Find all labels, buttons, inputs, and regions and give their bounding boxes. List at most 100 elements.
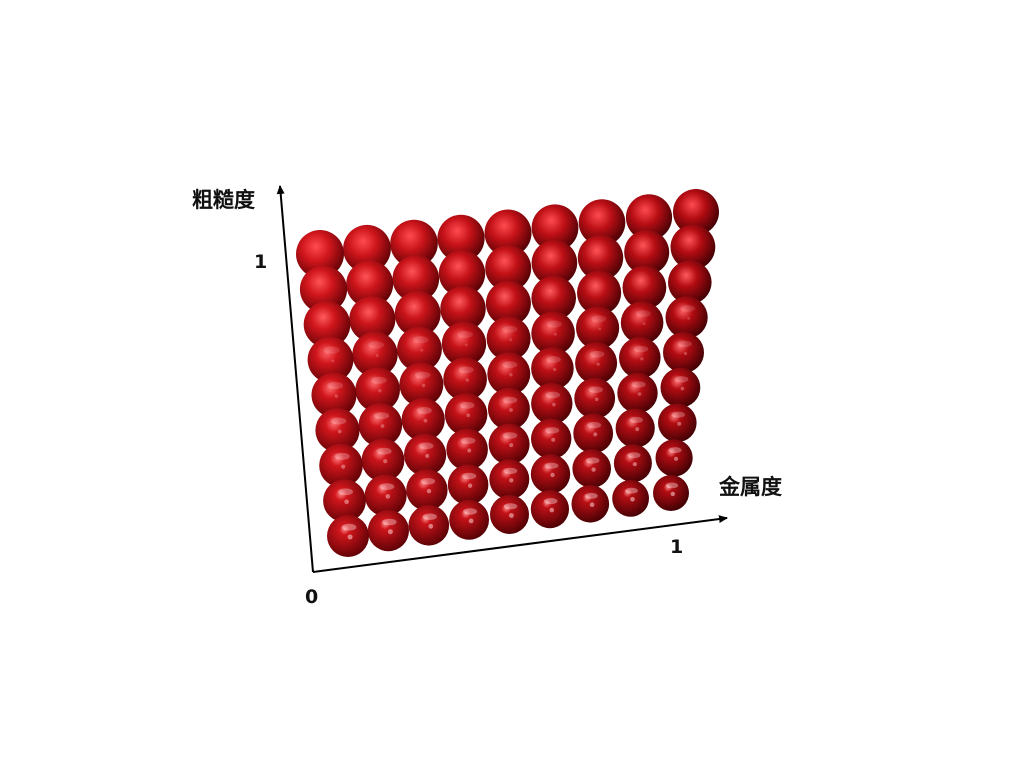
material-sphere xyxy=(358,403,403,447)
sphere-glint xyxy=(553,367,557,372)
sphere-body xyxy=(352,331,398,378)
sphere-body xyxy=(485,280,531,326)
material-sphere xyxy=(444,393,488,436)
material-sphere xyxy=(399,362,444,407)
material-sphere xyxy=(574,377,616,419)
sphere-highlight xyxy=(371,376,387,384)
material-sphere xyxy=(486,316,531,361)
sphere-glint xyxy=(632,462,637,467)
material-sphere xyxy=(443,357,487,401)
material-sphere xyxy=(299,265,348,313)
sphere-highlight xyxy=(545,427,560,434)
axes xyxy=(276,185,728,573)
sphere-glint xyxy=(421,383,426,388)
sphere-highlight xyxy=(376,447,392,455)
sphere-highlight xyxy=(462,472,477,480)
sphere-body xyxy=(622,265,667,310)
sphere-highlight xyxy=(502,361,518,369)
material-sphere xyxy=(487,352,531,396)
material-sphere xyxy=(577,270,622,315)
sphere-body xyxy=(530,454,571,494)
sphere-body xyxy=(397,326,442,372)
sphere-glint xyxy=(551,437,556,442)
sphere-grid xyxy=(296,189,719,557)
sphere-body xyxy=(625,194,673,241)
sphere-highlight xyxy=(502,396,518,404)
material-sphere xyxy=(446,428,488,471)
material-sphere xyxy=(530,490,570,529)
material-sphere xyxy=(615,408,655,448)
sphere-glint xyxy=(465,378,469,382)
material-sphere xyxy=(578,199,626,246)
material-sphere xyxy=(397,326,442,372)
sphere-body xyxy=(486,316,531,361)
sphere-glint xyxy=(467,483,473,488)
material-sphere xyxy=(364,474,407,517)
sphere-highlight xyxy=(503,467,518,475)
sphere-glint xyxy=(420,348,424,352)
sphere-body xyxy=(311,372,357,418)
material-sphere xyxy=(575,342,618,385)
material-sphere xyxy=(346,260,394,308)
material-sphere xyxy=(531,240,578,286)
material-sphere xyxy=(653,475,689,511)
x-axis-line xyxy=(312,515,728,573)
sphere-highlight xyxy=(327,382,343,390)
sphere-glint xyxy=(468,518,474,524)
sphere-body xyxy=(617,372,658,414)
sphere-body xyxy=(323,479,366,523)
sphere-body xyxy=(531,418,572,459)
material-sphere xyxy=(613,444,652,483)
sphere-highlight xyxy=(334,452,350,460)
sphere-highlight xyxy=(341,523,357,531)
material-sphere xyxy=(355,367,401,413)
sphere-body xyxy=(361,438,405,482)
material-sphere xyxy=(576,306,620,350)
sphere-highlight xyxy=(457,330,474,339)
material-sphere xyxy=(307,336,354,383)
sphere-body xyxy=(531,347,574,390)
sphere-body xyxy=(673,189,719,235)
material-sphere xyxy=(531,204,579,252)
sphere-glint xyxy=(331,359,335,363)
sphere-glint xyxy=(509,478,514,483)
material-sphere xyxy=(352,331,398,378)
sphere-body xyxy=(299,265,348,313)
sphere-highlight xyxy=(589,350,605,358)
material-sphere xyxy=(619,337,661,379)
sphere-highlight xyxy=(330,417,347,425)
sphere-glint xyxy=(593,432,598,437)
material-sphere xyxy=(620,301,664,345)
sphere-body xyxy=(394,291,441,337)
sphere-body xyxy=(349,296,396,343)
sphere-body xyxy=(670,224,716,270)
sphere-highlight xyxy=(627,452,641,459)
sphere-glint xyxy=(387,529,393,535)
sphere-highlight xyxy=(671,411,685,418)
sphere-body xyxy=(319,443,363,488)
material-sphere xyxy=(530,454,571,494)
sphere-highlight xyxy=(382,518,397,526)
sphere-highlight xyxy=(674,376,689,383)
material-sphere xyxy=(531,418,572,459)
sphere-highlight xyxy=(591,315,607,323)
material-sphere xyxy=(572,449,611,488)
sphere-body xyxy=(658,403,697,443)
sphere-glint xyxy=(549,507,555,513)
material-sphere xyxy=(673,189,719,235)
sphere-glint xyxy=(337,429,342,434)
material-sphere xyxy=(408,505,450,546)
sphere-body xyxy=(620,301,664,345)
material-sphere xyxy=(349,296,396,343)
sphere-highlight xyxy=(584,492,598,499)
sphere-glint xyxy=(347,534,353,540)
sphere-body xyxy=(401,398,445,442)
sphere-body xyxy=(315,408,360,453)
sphere-body xyxy=(572,449,611,488)
material-sphere xyxy=(617,372,658,414)
sphere-highlight xyxy=(633,345,649,353)
sphere-glint xyxy=(591,467,596,472)
sphere-body xyxy=(364,474,407,517)
sphere-glint xyxy=(426,488,432,494)
sphere-highlight xyxy=(544,462,559,469)
